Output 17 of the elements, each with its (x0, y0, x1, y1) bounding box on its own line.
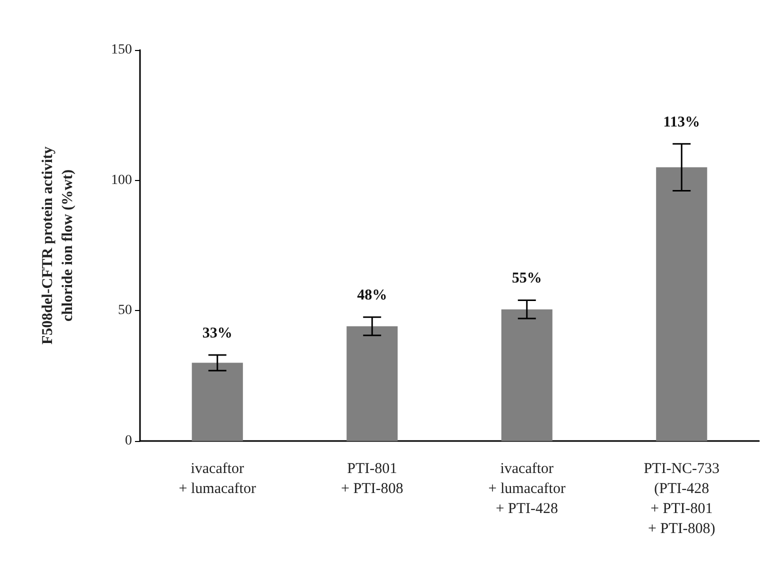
x-tick-label: ivacaftor + lumacaftor (178, 461, 256, 497)
y-tick-label: 100 (111, 172, 132, 188)
bar (192, 362, 243, 441)
bar (501, 309, 552, 441)
y-tick-label: 150 (111, 42, 132, 58)
y-tick-label: 50 (118, 303, 132, 318)
annotation: 33% (202, 325, 232, 342)
annotation: 113% (663, 114, 700, 130)
x-tick-label: PTI-801 + PTI-808 (341, 461, 404, 497)
annotation: 55% (512, 270, 542, 287)
y-tick-label: 0 (125, 434, 132, 448)
x-tick-label: ivacaftor + lumacaftor + PTI-428 (488, 461, 566, 517)
annotation: 48% (357, 288, 388, 304)
bar (346, 326, 398, 441)
x-tick-label: PTI-NC-733 (PTI-428 + PTI-801 + PTI-808) (644, 461, 720, 537)
y-axis-title: F508del-CFTR protein activity chloride ion flow (%wt) (40, 146, 76, 345)
bar (656, 167, 708, 441)
